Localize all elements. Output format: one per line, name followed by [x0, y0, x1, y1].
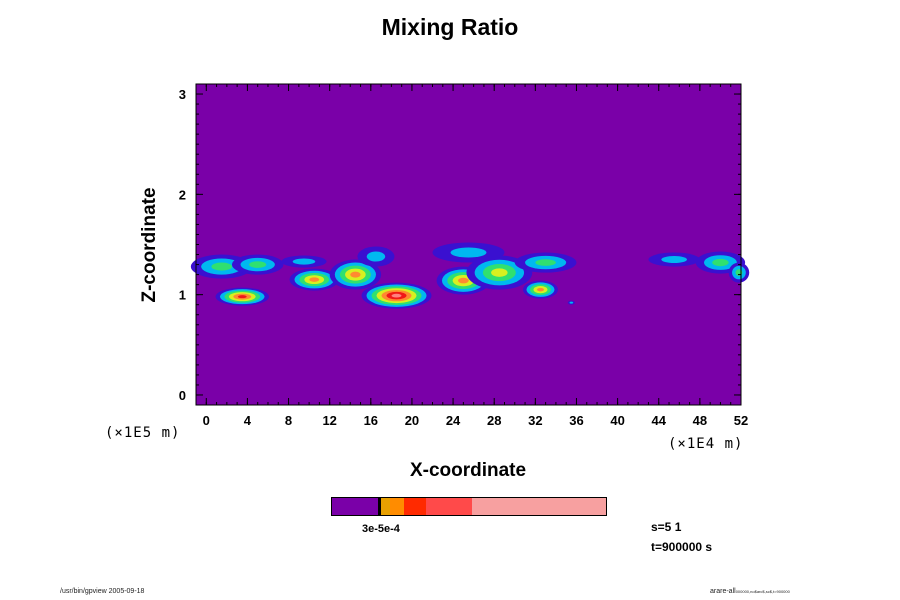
contour-level-5 [458, 277, 469, 284]
contour-level-4 [491, 268, 508, 277]
contour-level-2 [292, 258, 316, 265]
colorbar-swatch [403, 498, 427, 515]
heatmap-cell-10 [432, 242, 505, 263]
x-tick-label: 52 [734, 413, 748, 428]
x-tick-label: 0 [203, 413, 210, 428]
heatmap-cell-13 [567, 300, 575, 305]
x-tick-label: 24 [446, 413, 461, 428]
heatmap-cell-12 [514, 252, 577, 273]
y-tick-label: 2 [179, 187, 186, 202]
contour-level-6 [237, 295, 247, 299]
contour-level-5 [536, 287, 544, 292]
contour-level-3 [211, 262, 232, 271]
chart-title: Mixing Ratio [381, 14, 519, 40]
heatmap-cell-1 [231, 254, 284, 275]
y-tick-label: 1 [179, 288, 186, 303]
contour-level-3 [535, 259, 556, 266]
footer-right: arare-all000000,no$arc$,sc$,t=900000 [710, 588, 790, 595]
x-tick-label: 20 [405, 413, 419, 428]
contour-level-2 [450, 247, 487, 258]
footer-right-sub: 000000,no$arc$,sc$,t=900000 [735, 589, 790, 594]
colorbar [331, 497, 607, 516]
heatmap-cell-2 [215, 287, 270, 306]
y-axis-unit: (×1E5 m) [105, 425, 181, 441]
x-tick-label: 16 [364, 413, 378, 428]
x-tick-label: 8 [285, 413, 292, 428]
x-tick-label: 12 [322, 413, 336, 428]
contour-level-5 [309, 277, 320, 282]
colorbar-swatch [332, 498, 378, 515]
heatmap-cell-16 [728, 262, 750, 283]
y-tick-label: 0 [179, 388, 186, 403]
contour-level-2 [366, 251, 386, 262]
contour-level-5 [350, 271, 361, 278]
x-tick-label: 4 [244, 413, 252, 428]
contour-level-2 [661, 256, 688, 264]
x-tick-label: 32 [528, 413, 542, 428]
heatmap-cell-4 [281, 255, 327, 268]
heatmap-field [190, 84, 750, 405]
footer-right-main: arare-all [710, 588, 736, 595]
x-tick-label: 48 [693, 413, 707, 428]
info-t: t=900000 s [651, 540, 713, 554]
x-tick-label: 44 [652, 413, 667, 428]
x-tick-label: 40 [610, 413, 624, 428]
heatmap-cell-14 [648, 252, 700, 267]
contour-level-7 [391, 293, 402, 298]
contour-level-2 [569, 301, 574, 304]
heatmap-cell-6 [361, 282, 432, 309]
heatmap-cell-5 [329, 259, 382, 290]
colorbar-label: 3e-5e-4 [362, 523, 400, 535]
colorbar-swatch [472, 498, 607, 515]
x-tick-label: 28 [487, 413, 501, 428]
colorbar-swatch [389, 498, 404, 515]
x-tick-label: 36 [569, 413, 583, 428]
colorbar-swatch [377, 498, 381, 515]
info-s: s=5 1 [651, 520, 682, 534]
footer-left: /usr/bin/gpview 2005-09-18 [60, 588, 145, 595]
colorbar-swatch [380, 498, 390, 515]
y-tick-label: 3 [179, 87, 186, 102]
x-axis-label: X-coordinate [409, 460, 527, 481]
heatmap-cell-3 [289, 268, 339, 291]
x-axis-unit: (×1E4 m) [668, 436, 744, 452]
contour-level-3 [712, 258, 729, 267]
contour-level-3 [249, 261, 267, 268]
heatmap-cell-11 [523, 280, 558, 299]
colorbar-swatch [426, 498, 472, 515]
y-axis-label: Z-coordinate [139, 187, 160, 303]
heatmap-cell-7 [357, 246, 395, 267]
